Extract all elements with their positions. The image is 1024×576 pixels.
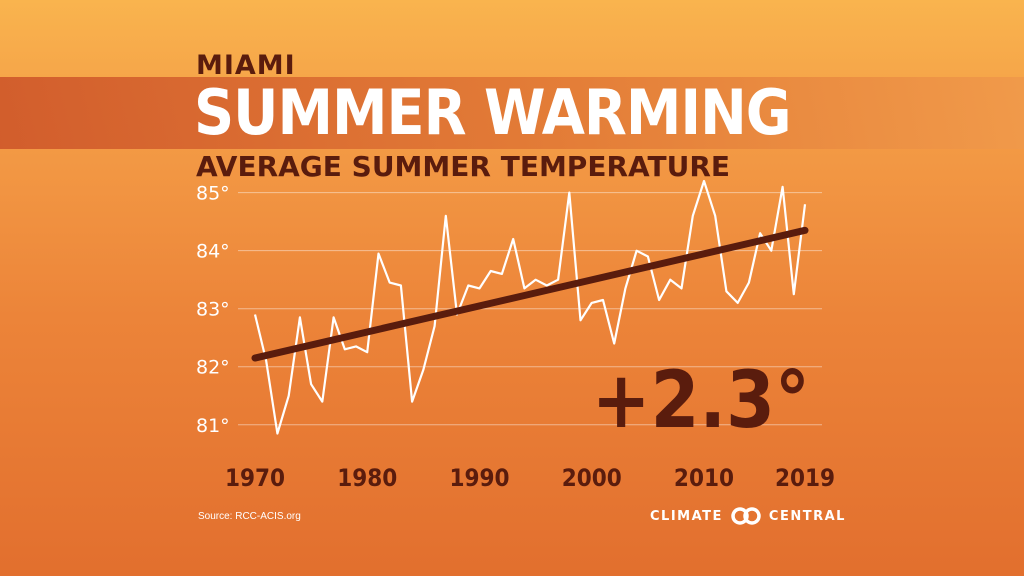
source-note: Source: RCC-ACIS.org — [198, 511, 301, 522]
climate-central-rings-icon — [731, 507, 761, 525]
y-tick-label: 84° — [196, 241, 230, 263]
chart-kicker: MIAMI — [196, 50, 296, 81]
logo-text-right: CENTRAL — [768, 508, 846, 524]
x-tick-label: 2000 — [562, 464, 622, 492]
x-tick-label: 2019 — [775, 464, 835, 492]
x-tick-label: 1970 — [225, 464, 285, 492]
title-band — [0, 77, 1024, 149]
logo-text-left: CLIMATE — [650, 508, 723, 524]
grid-lines — [238, 192, 822, 426]
y-tick-label: 83° — [196, 299, 230, 321]
x-tick-label: 2010 — [674, 464, 734, 492]
y-tick-label: 85° — [196, 183, 230, 205]
temperature-series-line — [253, 179, 807, 435]
x-tick-label: 1990 — [449, 464, 509, 492]
y-axis-ticks: 81° 82° 83° 84° 85° — [196, 183, 230, 437]
climate-central-logo: CLIMATE CENTRAL — [650, 505, 846, 527]
change-label: +2.3° — [592, 356, 810, 446]
chart-subtitle: AVERAGE SUMMER TEMPERATURE — [196, 150, 731, 183]
y-tick-label: 81° — [196, 415, 230, 437]
trend-line — [251, 226, 809, 362]
chart-title: SUMMER WARMING — [194, 76, 792, 149]
x-axis-ticks: 1970 1980 1990 2000 2010 2019 — [225, 464, 835, 492]
x-tick-label: 1980 — [337, 464, 397, 492]
y-tick-label: 82° — [196, 357, 230, 379]
